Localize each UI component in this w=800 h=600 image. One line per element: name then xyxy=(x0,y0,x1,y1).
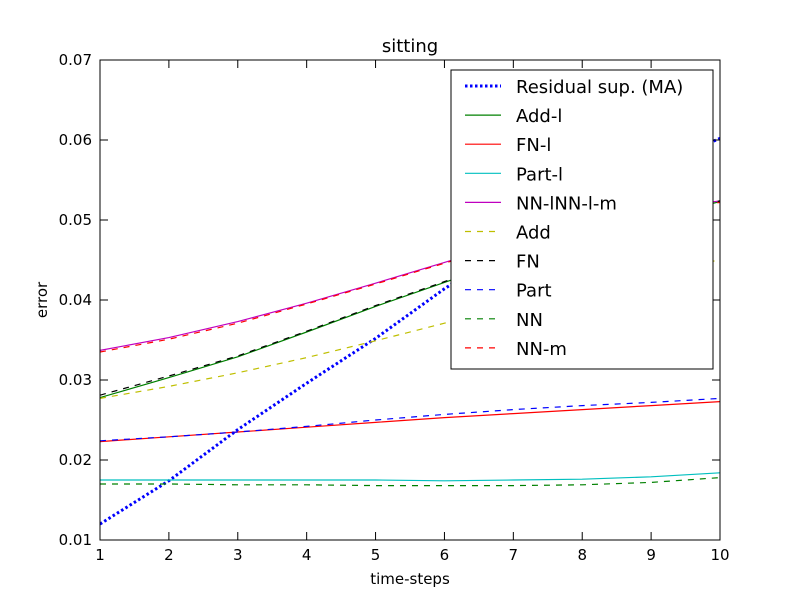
legend-label-10: NN-m xyxy=(516,339,567,360)
y-tick-label: 0.02 xyxy=(59,451,92,469)
legend-label-6: Add xyxy=(516,223,551,244)
legend-label-1: Residual sup. (MA) xyxy=(516,77,683,98)
legend-label-9: NN xyxy=(516,310,543,331)
legend-label-8: Part xyxy=(516,281,552,302)
legend-label-5: NN-lNN-l-m xyxy=(516,193,617,214)
x-axis-label: time-steps xyxy=(370,570,450,588)
series-line-8 xyxy=(100,397,720,442)
y-tick-label: 0.05 xyxy=(59,211,92,229)
y-tick-label: 0.06 xyxy=(59,131,92,149)
x-tick-label: 3 xyxy=(233,546,243,564)
x-tick-label: 4 xyxy=(302,546,312,564)
y-tick-label: 0.03 xyxy=(59,371,92,389)
x-tick-label: 8 xyxy=(577,546,587,564)
legend-label-7: FN xyxy=(516,252,540,273)
y-tick-label: 0.07 xyxy=(59,51,92,69)
y-axis-label: error xyxy=(33,281,51,318)
legend-label-3: FN-l xyxy=(516,135,551,156)
x-tick-label: 9 xyxy=(646,546,656,564)
x-tick-label: 5 xyxy=(371,546,381,564)
chart-title: sitting xyxy=(382,36,438,57)
series-line-9 xyxy=(100,477,720,487)
x-tick-label: 7 xyxy=(509,546,519,564)
y-tick-label: 0.01 xyxy=(59,531,92,549)
x-tick-label: 1 xyxy=(95,546,105,564)
legend-label-4: Part-l xyxy=(516,164,563,185)
series-line-4 xyxy=(100,472,720,482)
legend-label-2: Add-l xyxy=(516,106,562,127)
x-tick-label: 2 xyxy=(164,546,174,564)
legend: Residual sup. (MA) Add-l FN-l Part-l NN-lNN-… xyxy=(450,69,714,370)
x-tick-label: 6 xyxy=(440,546,450,564)
x-tick-label: 10 xyxy=(710,546,729,564)
series-line-3 xyxy=(100,401,720,443)
y-tick-label: 0.04 xyxy=(59,291,92,309)
